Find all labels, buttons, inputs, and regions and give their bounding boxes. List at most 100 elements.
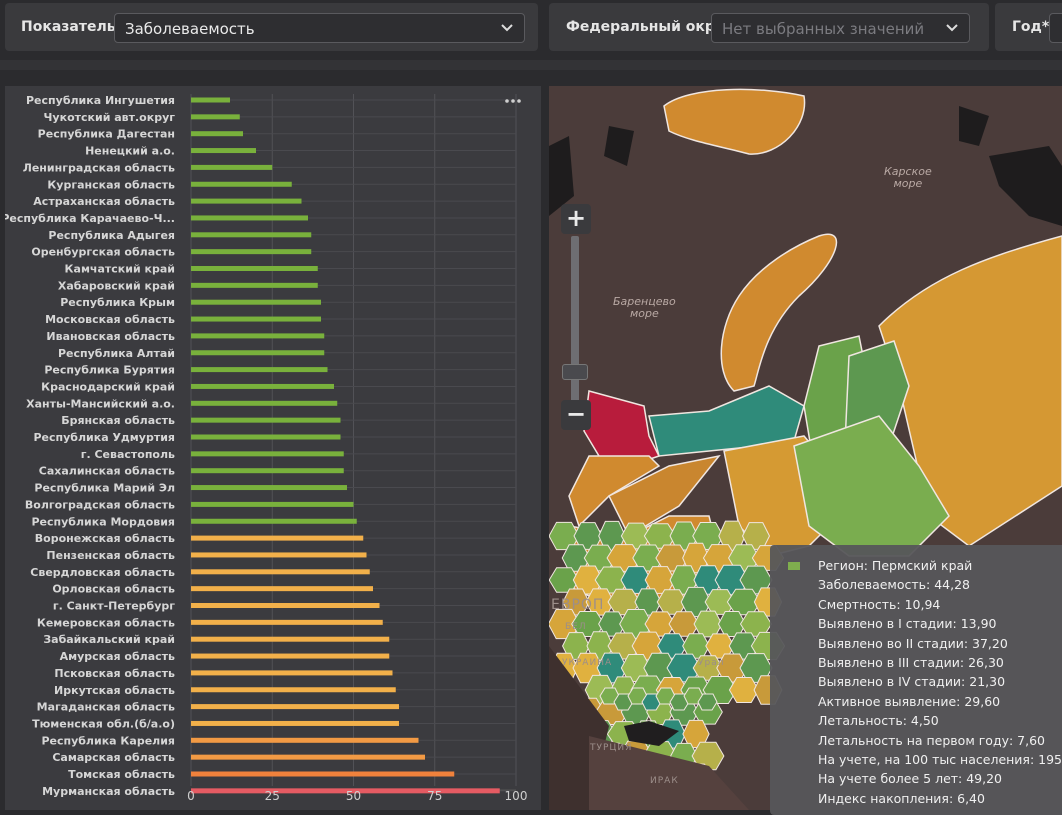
region-krasnoyarsk[interactable] [878,235,1062,547]
zoom-out-button[interactable]: − [561,400,591,430]
choropleth-map[interactable] [549,86,1062,810]
bar[interactable] [191,636,390,642]
bar[interactable] [191,181,292,187]
category-label: Ленинградская область [23,161,175,174]
bar[interactable] [191,316,321,322]
bar[interactable] [191,788,500,794]
sea-black [624,721,679,746]
bar[interactable] [191,215,308,221]
category-label: Камчатский край [65,263,175,276]
barents-sea-label: Баренцево море [613,295,676,320]
tooltip-line: На учете, на 100 тыс населения: 195,70 [818,752,1062,767]
bar[interactable] [191,451,344,457]
x-tick-label: 75 [427,789,442,803]
region-novaya-zemlya-north[interactable] [663,88,806,155]
tooltip-line: Выявлено в III стадии: 26,30 [818,655,1004,670]
category-label: Чукотский авт.округ [44,111,176,124]
x-tick-label: 25 [265,789,280,803]
bar[interactable] [191,569,370,575]
turkey-label: ТУРЦИЯ [590,743,633,753]
bar[interactable] [191,737,419,743]
bar[interactable] [191,603,380,608]
bar[interactable] [191,383,334,389]
bar[interactable] [191,249,312,255]
indicator-filter: Показатель* Заболеваемость [5,3,538,51]
central-regions[interactable] [549,520,786,794]
bar[interactable] [191,653,390,659]
category-label: Оренбургская область [31,246,175,259]
tooltip-line: Индекс накопления: 6,40 [818,790,985,806]
tooltip-line: Смертность: 10,94 [818,596,941,612]
zoom-slider[interactable] [571,236,579,404]
tooltip-line: Летальность: 4,50 [818,713,939,729]
bar[interactable] [191,148,256,154]
bar[interactable] [191,333,325,339]
tooltip-line: На учете более 5 лет: 49,20 [818,771,1003,787]
x-tick-label: 50 [346,789,361,803]
more-icon[interactable] [505,99,521,103]
category-label: Томская область [68,768,175,781]
coast-dark [549,136,574,216]
region-murmansk[interactable] [583,390,661,467]
category-label: Самарская область [52,751,175,764]
bar[interactable] [191,350,325,356]
bar[interactable] [191,282,318,288]
indicator-label: Показатель* [21,19,123,35]
bar[interactable] [191,97,230,103]
bar[interactable] [191,687,396,693]
category-label: Тюменская обл.(б/а.о) [32,717,175,730]
bar[interactable] [191,434,341,440]
tooltip-line: Регион: Пермский край [818,558,973,573]
zoom-in-button[interactable]: + [561,204,591,234]
bar[interactable] [191,164,273,170]
map-panel[interactable] [549,86,1062,810]
bar[interactable] [191,771,455,777]
year-select[interactable] [1049,13,1062,43]
land-south [589,736,749,810]
bar[interactable] [191,720,399,726]
bar[interactable] [191,552,367,558]
category-label: Республика Карелия [41,734,175,747]
bar[interactable] [191,131,243,137]
bar[interactable] [191,535,364,541]
bar[interactable] [191,485,347,491]
bar[interactable] [191,704,399,710]
category-label: Республика Адыгея [48,229,175,242]
bar[interactable] [191,586,373,592]
category-label: Воронежская область [35,532,175,545]
region-khmao[interactable] [793,415,950,557]
filter-bar: Показатель* Заболеваемость Федеральный о… [0,0,1062,56]
category-label: Республика Карачаево-Ч... [5,212,175,225]
zoom-slider-handle[interactable] [562,364,588,380]
bar[interactable] [191,619,383,625]
indicator-select[interactable]: Заболеваемость [114,13,525,43]
bar[interactable] [191,198,302,204]
tooltip-line: Активное выявление: 29,60 [818,693,1001,709]
category-label: Пензенская область [46,549,175,562]
bar[interactable] [191,518,357,524]
bar[interactable] [191,114,240,120]
region[interactable] [697,693,718,711]
bar[interactable] [191,754,425,760]
tooltip-line: Выявлено в IV стадии: 21,30 [818,674,1006,690]
bar[interactable] [191,232,312,238]
bar[interactable] [191,400,338,406]
region-novaya-zemlya[interactable] [720,233,838,392]
bar[interactable] [191,417,341,423]
ukraine-label: УКРАИНА [562,658,613,668]
category-label: г. Санкт-Петербург [53,600,175,613]
bar[interactable] [191,468,344,474]
bar[interactable] [191,670,393,676]
district-select[interactable]: Нет выбранных значений [711,13,970,43]
bar[interactable] [191,266,318,271]
chevron-down-icon [946,24,958,32]
bar[interactable] [191,367,328,373]
iraq-label: ИРАК [650,776,679,786]
year-label: Год* [1012,19,1050,35]
bar[interactable] [191,501,354,507]
bar[interactable] [191,299,321,305]
category-label: Республика Дагестан [38,128,175,141]
category-label: Республика Крым [60,296,175,309]
category-label: Орловская область [52,583,175,596]
category-label: Кемеровская область [37,616,175,629]
